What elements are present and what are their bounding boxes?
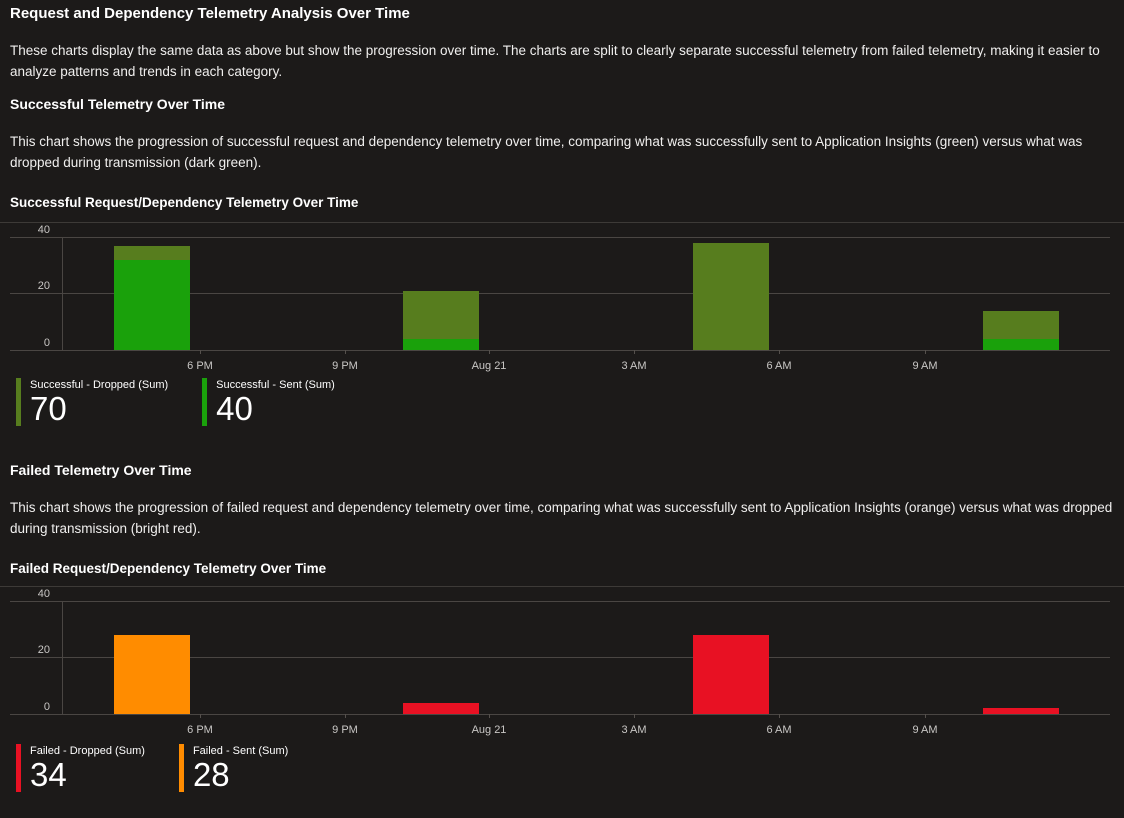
y-axis-line [62, 237, 63, 350]
x-axis-tick-label: 6 PM [187, 360, 213, 372]
x-axis-tick [925, 714, 926, 718]
bar-segment[interactable] [403, 339, 479, 350]
legend-series-value: 34 [30, 756, 67, 793]
x-axis-tick [200, 350, 201, 354]
failed-chart-legend: Failed - Dropped (Sum) 34 Failed - Sent (S… [16, 744, 339, 792]
bar-segment[interactable] [403, 291, 479, 339]
y-axis-tick-label: 20 [37, 280, 50, 292]
bar-segment[interactable] [114, 635, 190, 714]
x-axis-tick [200, 714, 201, 718]
plot-area [62, 237, 1110, 354]
x-axis-tick [634, 350, 635, 354]
x-axis-tick-label: 6 AM [766, 724, 792, 736]
x-axis-tick-label: 9 AM [912, 360, 938, 372]
bar-segment[interactable] [693, 243, 769, 350]
y-axis-tick-label: 20 [37, 644, 50, 656]
plot-area [62, 601, 1110, 718]
y-gridline [10, 714, 1110, 715]
x-axis-tick [779, 350, 780, 354]
page-title: Request and Dependency Telemetry Analysi… [10, 5, 410, 22]
y-gridline [10, 601, 1110, 602]
x-axis-tick-label: Aug 21 [471, 724, 507, 736]
legend-series-label: Successful - Sent (Sum) [216, 379, 335, 391]
failed-telemetry-chart: 0 20 40 6 PM 9 PM Aug 21 3 AM 6 AM 9 AM [0, 586, 1124, 739]
legend-series-label: Failed - Dropped (Sum) [30, 745, 145, 757]
x-axis-tick [345, 714, 346, 718]
y-axis-line [62, 601, 63, 714]
legend-item[interactable]: Successful - Dropped (Sum) 70 [16, 378, 168, 426]
legend-item[interactable]: Successful - Sent (Sum) 40 [202, 378, 335, 426]
x-axis-tick [779, 714, 780, 718]
bar-segment[interactable] [403, 703, 479, 714]
legend-series-value: 40 [216, 390, 253, 427]
section-heading-successful: Successful Telemetry Over Time [10, 96, 226, 112]
y-axis-tick-label: 0 [43, 701, 50, 713]
x-axis-tick-label: 3 AM [621, 724, 647, 736]
failed-description: This chart shows the progression of fail… [10, 500, 1113, 536]
intro-paragraph: These charts display the same data as ab… [10, 43, 1100, 79]
bar-segment[interactable] [983, 339, 1059, 350]
x-axis-tick [925, 350, 926, 354]
x-axis-tick-label: 3 AM [621, 360, 647, 372]
x-axis-tick-label: 9 AM [912, 724, 938, 736]
section-heading-failed: Failed Telemetry Over Time [10, 462, 192, 478]
legend-series-value: 70 [30, 390, 67, 427]
x-axis-tick-label: 9 PM [332, 360, 358, 372]
chart-title-successful: Successful Request/Dependency Telemetry … [10, 195, 359, 210]
y-axis-tick-label: 40 [37, 588, 50, 600]
x-axis-tick [489, 350, 490, 354]
legend-series-label: Successful - Dropped (Sum) [30, 379, 169, 391]
bar-segment[interactable] [114, 246, 190, 260]
y-gridline [10, 293, 1110, 294]
x-axis-tick [345, 350, 346, 354]
x-axis-tick [634, 714, 635, 718]
y-gridline [10, 237, 1110, 238]
chart-title-failed: Failed Request/Dependency Telemetry Over… [10, 561, 327, 576]
y-gridline [10, 350, 1110, 351]
successful-telemetry-chart: 0 20 40 6 PM 9 PM Aug 21 3 AM 6 AM 9 AM [0, 222, 1124, 375]
x-axis-tick-label: 9 PM [332, 724, 358, 736]
legend-series-value: 28 [192, 756, 230, 793]
legend-series-label: Failed - Sent (Sum) [192, 745, 289, 757]
legend-item[interactable]: Failed - Sent (Sum) 28 [178, 744, 305, 793]
x-axis-tick-label: 6 AM [766, 360, 792, 372]
y-gridline [10, 657, 1110, 658]
bar-segment[interactable] [114, 260, 190, 350]
successful-description: This chart shows the progression of succ… [10, 134, 1083, 170]
x-axis-tick-label: 6 PM [187, 724, 213, 736]
bar-segment[interactable] [983, 708, 1059, 714]
bar-segment[interactable] [983, 311, 1059, 339]
y-axis-tick-label: 40 [37, 224, 50, 236]
legend-item[interactable]: Failed - Dropped (Sum) 34 [16, 744, 145, 792]
successful-chart-legend: Successful - Dropped (Sum) 70 Successful -… [16, 378, 369, 426]
y-axis-tick-label: 0 [43, 337, 50, 349]
bar-segment[interactable] [693, 635, 769, 714]
x-axis-tick [489, 714, 490, 718]
x-axis-tick-label: Aug 21 [471, 360, 507, 372]
